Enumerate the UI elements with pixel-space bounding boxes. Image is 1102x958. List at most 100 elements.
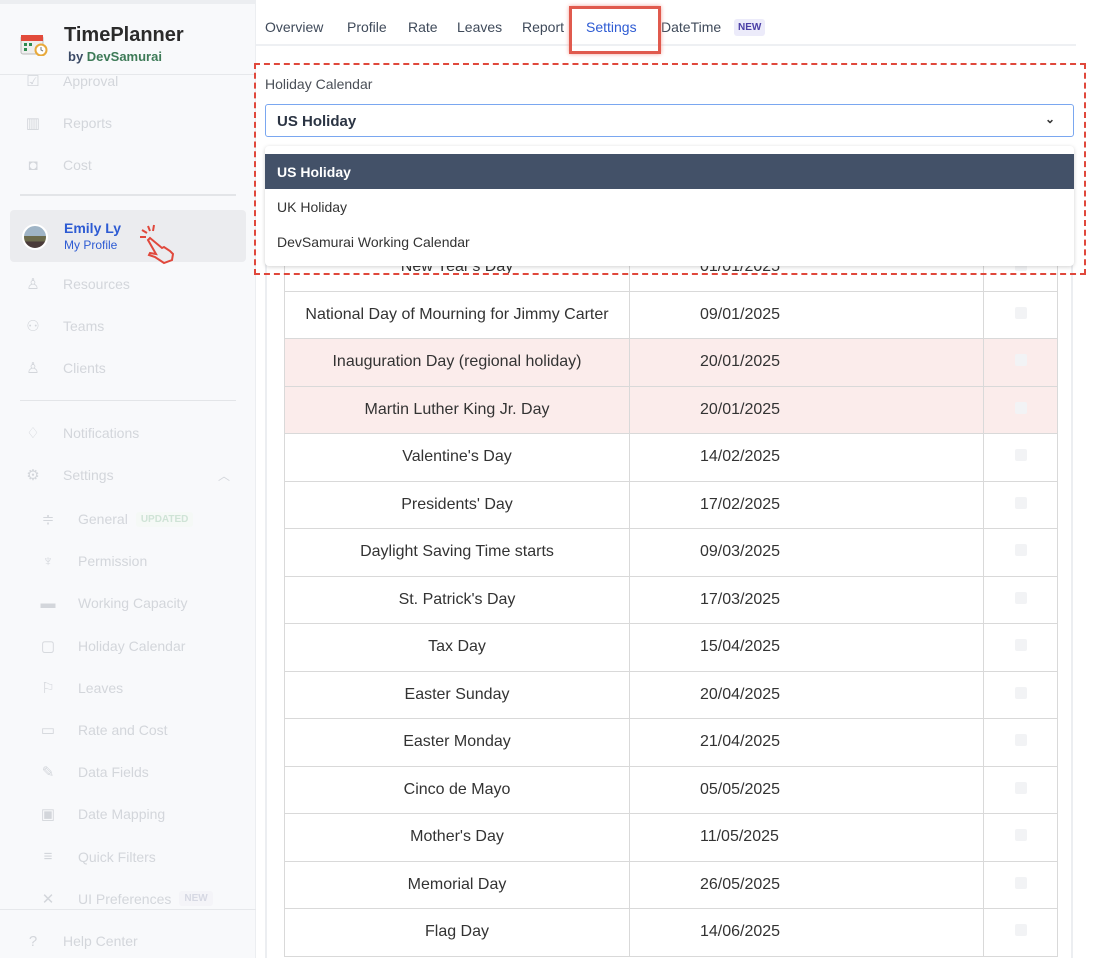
new-badge: NEW (734, 19, 766, 36)
holiday-name: St. Patrick's Day (284, 575, 630, 624)
sidebar-item-label: Notifications (63, 425, 140, 441)
sidebar-item[interactable]: ▢ Holiday Calendar (0, 629, 256, 663)
tab-settings[interactable]: Settings (586, 19, 637, 35)
holiday-checkbox[interactable] (1014, 449, 1027, 462)
tab-overview[interactable]: Overview (265, 19, 324, 35)
holiday-name: Memorial Day (284, 860, 630, 909)
sidebar-item[interactable]: ▬ Working Capacity (0, 586, 256, 620)
sidebar-item[interactable]: ⚐ Leaves (0, 671, 256, 705)
dropdown-option[interactable]: UK Holiday (277, 199, 348, 215)
sidebar-item-label: Teams (63, 318, 105, 334)
sidebar-item[interactable]: ≑ General UPDATED (0, 502, 256, 536)
tools-icon: ✕ (41, 890, 55, 908)
table-row: Flag Day 14/06/2025 (284, 908, 1058, 957)
holiday-checkbox[interactable] (1014, 591, 1027, 604)
holiday-name: Easter Sunday (284, 670, 630, 719)
sidebar-item-label: Working Capacity (78, 595, 188, 612)
sidebar-item[interactable]: ♙ Clients (0, 351, 256, 385)
holiday-checkbox[interactable] (1014, 306, 1027, 319)
holiday-date: 09/01/2025 (629, 290, 984, 339)
sidebar-item[interactable]: ✕ UI Preferences NEW (0, 882, 256, 916)
avatar (22, 224, 48, 250)
holiday-checkbox[interactable] (1014, 781, 1027, 794)
holiday-date: 05/05/2025 (629, 765, 984, 814)
sidebar-item[interactable]: ▥ Reports (0, 106, 256, 140)
holiday-date: 21/04/2025 (629, 718, 984, 767)
flag-icon: ⚐ (41, 679, 55, 697)
selected-value: US Holiday (277, 113, 357, 130)
holiday-name: Martin Luther King Jr. Day (284, 385, 630, 434)
table-row: Memorial Day 26/05/2025 (284, 860, 1058, 909)
holiday-name: Presidents' Day (284, 480, 630, 529)
sidebar-item-label: Leaves (78, 679, 124, 696)
sidebar-item-label: Settings (63, 467, 114, 483)
table-row: Tax Day 15/04/2025 (284, 623, 1058, 672)
holiday-checkbox[interactable] (1014, 639, 1027, 652)
sidebar-item[interactable]: ♆ Permission (0, 544, 256, 578)
sidebar-item[interactable]: ? Help Center (0, 924, 256, 958)
tab-profile[interactable]: Profile (347, 19, 387, 35)
dropdown-option[interactable]: US Holiday (265, 154, 1074, 189)
my-profile-link[interactable]: My Profile (64, 238, 118, 252)
holiday-name: Inauguration Day (regional holiday) (284, 338, 630, 387)
chevron-down-icon: ⌄ (1044, 112, 1055, 126)
tab-datetime[interactable]: DateTime (661, 19, 722, 35)
holiday-checkbox[interactable] (1014, 354, 1027, 367)
sidebar-item-label: Clients (63, 360, 106, 376)
sidebar-item[interactable]: ✎ Data Fields (0, 755, 256, 789)
app-title: TimePlanner (64, 24, 184, 46)
sidebar-badge: UPDATED (135, 511, 194, 527)
sidebar-item[interactable]: ⚇ Teams (0, 309, 256, 343)
sidebar-item-label: Rate and Cost (78, 722, 168, 738)
holiday-name: Easter Monday (284, 718, 630, 767)
sidebar-item[interactable]: ▣ Date Mapping (0, 797, 256, 831)
bell-icon: ♢ (26, 425, 40, 442)
holiday-checkbox[interactable] (1014, 829, 1027, 842)
holiday-date: 20/01/2025 (629, 385, 984, 434)
divider (20, 400, 236, 401)
sidebar-item[interactable]: ≡ Quick Filters (0, 840, 256, 874)
tab-rate[interactable]: Rate (408, 19, 438, 35)
holiday-checkbox[interactable] (1014, 734, 1027, 747)
holiday-checkbox[interactable] (1014, 544, 1027, 557)
table-row: Presidents' Day 17/02/2025 (284, 480, 1058, 529)
table-row: Daylight Saving Time starts 09/03/2025 (284, 528, 1058, 577)
sidebar-item[interactable]: ◘ Cost (0, 148, 256, 182)
sidebar-item[interactable]: ▭ Rate and Cost (0, 713, 256, 747)
holiday-date: 09/03/2025 (629, 528, 984, 577)
dropdown-annotation (254, 63, 1086, 275)
sidebar-item[interactable]: ♙ Resources (0, 267, 256, 301)
sidebar-badge: NEW (179, 891, 213, 907)
tab-leaves[interactable]: Leaves (457, 19, 503, 35)
date-mapping-icon: ▣ (40, 806, 56, 824)
table-row: Inauguration Day (regional holiday) 20/01… (284, 338, 1058, 387)
holiday-calendar-label: Holiday Calendar (265, 76, 373, 92)
my-profile-item[interactable]: Emily Ly My Profile (10, 210, 246, 265)
holiday-checkbox[interactable] (1014, 496, 1027, 509)
pointing-hand-icon (140, 224, 175, 265)
holiday-calendar-dropdown: US Holiday UK Holiday DevSamurai Working C… (265, 146, 1074, 266)
holiday-name: Daylight Saving Time starts (284, 528, 630, 577)
sidebar-item-label: Resources (63, 276, 130, 292)
divider (0, 74, 256, 75)
tab-report[interactable]: Report (522, 19, 565, 35)
chevron-up-icon[interactable]: ︿ (217, 468, 230, 483)
holiday-date: 14/02/2025 (629, 433, 984, 482)
sidebar-item[interactable]: ⚙ Settings ︿ (0, 458, 256, 492)
client-icon: ♙ (26, 360, 40, 377)
holiday-name: Cinco de Mayo (284, 765, 630, 814)
users-icon: ⚇ (26, 318, 40, 335)
holiday-checkbox[interactable] (1014, 401, 1027, 414)
holiday-calendar-select[interactable]: US Holiday ⌄ (265, 104, 1074, 137)
holiday-checkbox[interactable] (1014, 924, 1027, 937)
sidebar-item[interactable]: ♢ Notifications (0, 416, 256, 450)
dropdown-option[interactable]: DevSamurai Working Calendar (277, 234, 470, 250)
holiday-checkbox[interactable] (1014, 876, 1027, 889)
holiday-name: Mother's Day (284, 813, 630, 862)
sidebar-item[interactable]: ☑ Approval (0, 64, 256, 98)
sidebar-item-label: Approval (63, 73, 119, 89)
calendar-icon: ▢ (40, 637, 56, 655)
table-row: Mother's Day 11/05/2025 (284, 813, 1058, 862)
holiday-date: 11/05/2025 (629, 813, 984, 862)
holiday-checkbox[interactable] (1014, 686, 1027, 699)
